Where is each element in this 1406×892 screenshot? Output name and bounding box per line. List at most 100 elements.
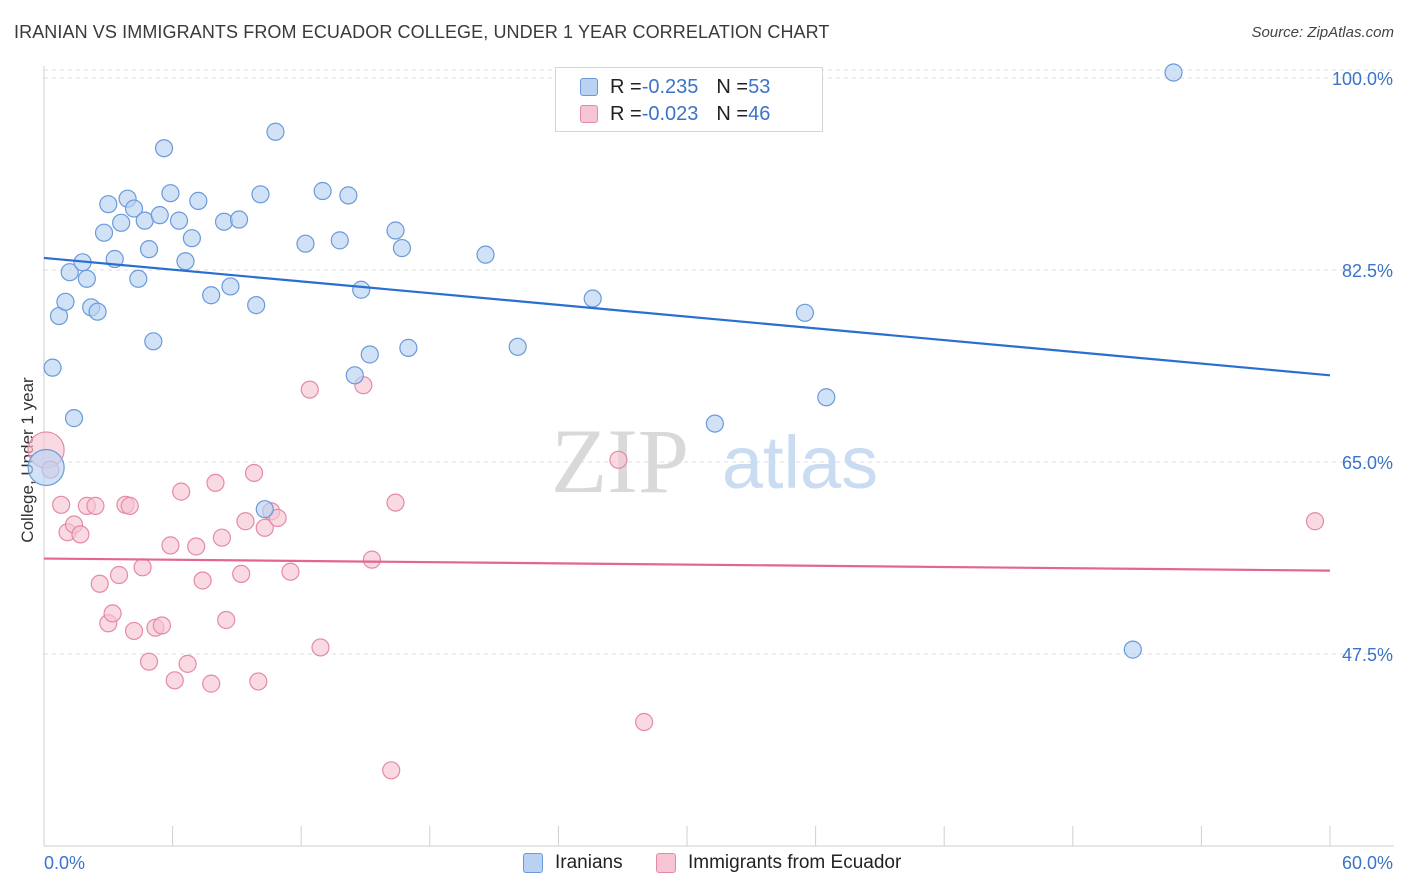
data-point xyxy=(217,610,236,630)
data-point xyxy=(382,761,401,780)
data-point xyxy=(635,712,654,732)
data-point xyxy=(103,604,122,623)
data-point xyxy=(202,674,221,693)
data-point xyxy=(345,366,364,385)
data-point xyxy=(112,213,131,232)
data-point xyxy=(165,671,184,690)
data-point xyxy=(214,212,234,231)
data-point xyxy=(176,252,195,271)
trend-line-iranians xyxy=(43,256,1331,377)
legend-item-ecuador[interactable]: Immigrants from Ecuador xyxy=(656,852,901,874)
legend-swatch-pink xyxy=(580,105,598,123)
data-point xyxy=(268,508,287,528)
data-point xyxy=(129,269,148,288)
legend-row-ecuador: R = -0.023 N = 46 xyxy=(580,102,770,126)
data-point xyxy=(817,388,836,407)
trend-line-ecuador xyxy=(43,557,1331,572)
legend-item-iranians[interactable]: Iranians xyxy=(523,852,623,874)
legend-row-iranians: R = -0.235 N = 53 xyxy=(580,75,770,99)
y-tick-label: 82.5% xyxy=(1342,261,1393,281)
correlation-legend: R = -0.235 N = 53 R = -0.023 N = 46 xyxy=(555,67,823,132)
data-point xyxy=(172,482,191,501)
data-point xyxy=(583,289,602,308)
legend-r-label: R = xyxy=(610,75,642,98)
data-point xyxy=(161,536,180,555)
data-point xyxy=(1164,63,1183,82)
data-point xyxy=(386,493,405,512)
data-point xyxy=(232,564,251,584)
data-point xyxy=(476,245,495,264)
trend-lines xyxy=(43,256,1331,572)
data-point xyxy=(152,616,171,635)
data-point xyxy=(161,184,180,203)
legend-r-value: -0.023 xyxy=(641,102,699,125)
series-iranians-points xyxy=(27,63,1183,659)
legend-swatch-ecuador xyxy=(656,853,676,873)
data-point xyxy=(266,122,285,141)
legend-swatch-iranians xyxy=(523,853,543,873)
data-point xyxy=(212,528,231,547)
data-point xyxy=(120,496,139,515)
x-tick-label-max: 60.0% xyxy=(1342,853,1393,873)
data-point xyxy=(399,338,418,357)
series-legend: Iranians Immigrants from Ecuador xyxy=(0,852,1406,878)
data-point xyxy=(255,500,274,519)
chart-title: IRANIAN VS IMMIGRANTS FROM ECUADOR COLLE… xyxy=(14,22,830,42)
data-point xyxy=(43,358,62,377)
data-point xyxy=(124,199,144,218)
data-point xyxy=(249,672,268,691)
data-point xyxy=(88,302,107,321)
data-point xyxy=(154,139,174,158)
data-point xyxy=(795,303,814,322)
data-point xyxy=(60,263,79,282)
data-point xyxy=(202,286,221,305)
data-point xyxy=(330,231,349,250)
data-point xyxy=(90,574,109,593)
data-point xyxy=(71,525,90,544)
data-point xyxy=(311,638,330,657)
data-point xyxy=(362,550,382,569)
tick-labels: 47.5% 65.0% 82.5% 100.0% 0.0% 60.0% xyxy=(44,69,1393,873)
legend-n-value: 53 xyxy=(748,75,771,98)
data-point xyxy=(300,380,319,399)
data-point xyxy=(508,337,527,356)
data-point xyxy=(296,234,315,253)
data-point xyxy=(392,238,412,258)
data-point xyxy=(609,450,628,469)
data-point xyxy=(193,571,212,590)
data-point xyxy=(386,221,405,240)
legend-swatch-blue xyxy=(580,78,598,96)
data-point xyxy=(52,495,71,514)
x-tick-label-min: 0.0% xyxy=(44,853,85,873)
legend-label-iranians: Iranians xyxy=(555,852,623,873)
data-point xyxy=(133,558,152,577)
legend-n-label: N = xyxy=(716,102,749,125)
data-point xyxy=(86,496,105,515)
legend-n-label: N = xyxy=(716,75,749,98)
source-label: Source: ZipAtlas.com xyxy=(1251,24,1394,41)
data-point xyxy=(139,240,159,259)
data-point xyxy=(1123,640,1142,659)
data-point xyxy=(281,562,300,581)
data-point xyxy=(27,448,65,487)
y-tick-label: 100.0% xyxy=(1332,69,1393,89)
data-point xyxy=(352,280,371,299)
legend-label-ecuador: Immigrants from Ecuador xyxy=(688,852,902,873)
data-point xyxy=(189,191,208,210)
data-point xyxy=(247,296,266,315)
data-point xyxy=(244,463,264,483)
data-point xyxy=(150,206,169,225)
axes xyxy=(43,66,1394,847)
data-point xyxy=(255,518,274,537)
data-point xyxy=(339,186,358,205)
data-point xyxy=(124,621,144,641)
data-point xyxy=(56,292,75,311)
data-point xyxy=(251,185,270,204)
data-point xyxy=(705,414,724,433)
data-point xyxy=(109,565,129,585)
watermark-atlas: atlas xyxy=(722,421,878,504)
series-ecuador-points xyxy=(27,376,1325,780)
data-point xyxy=(178,654,197,673)
data-point xyxy=(94,223,114,242)
data-point xyxy=(206,473,225,492)
